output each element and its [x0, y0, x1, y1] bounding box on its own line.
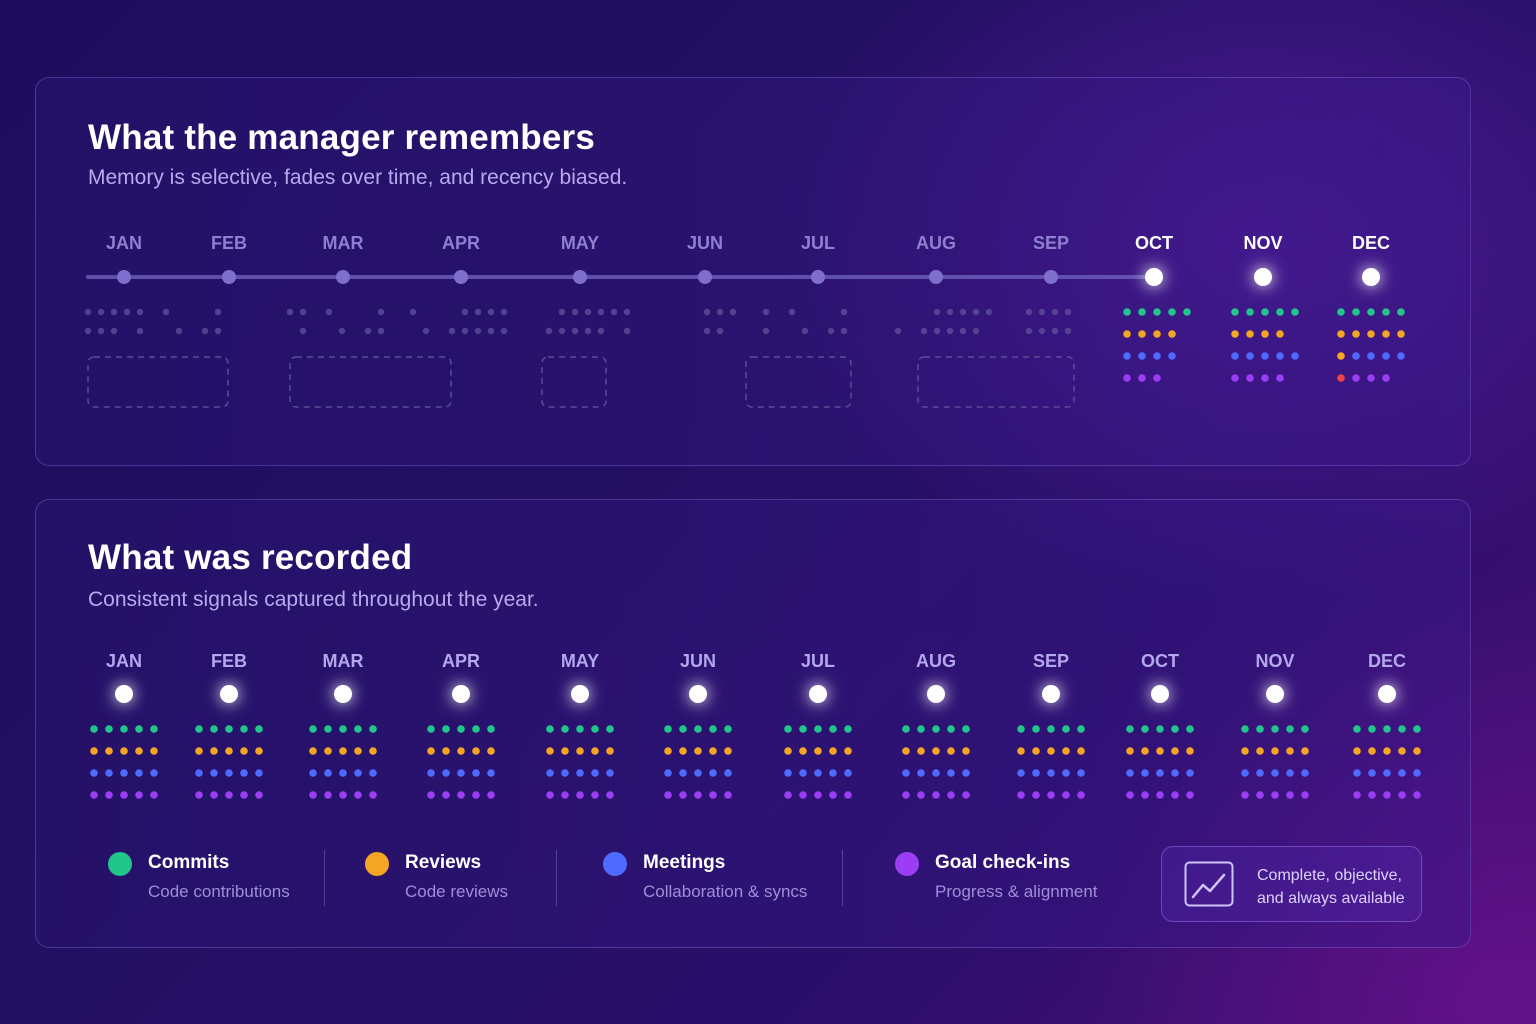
legend-description: Code contributions: [148, 882, 290, 901]
legend-label: Reviews: [405, 852, 482, 873]
commits-dot-icon: [108, 852, 132, 876]
recorded-panel: What was recorded Consistent signals cap…: [35, 499, 1471, 948]
trend-chart-icon: [1184, 861, 1234, 907]
summary-callout: Complete, objective, and always availabl…: [1161, 846, 1422, 922]
meetings-dot-icon: [603, 852, 627, 876]
callout-text-line2: and always available: [1257, 890, 1405, 907]
memory-panel-subtitle: Memory is selective, fades over time, an…: [88, 166, 628, 189]
legend: Commits Code contributions Reviews Code …: [35, 846, 1155, 912]
callout-text: Complete, objective, and always availabl…: [1257, 864, 1417, 910]
legend-label: Commits: [148, 852, 230, 873]
legend-description: Collaboration & syncs: [643, 882, 808, 901]
memory-panel-title: What the manager remembers: [88, 118, 596, 157]
legend-description: Progress & alignment: [935, 882, 1098, 901]
legend-description: Code reviews: [405, 882, 508, 901]
goal-checkins-dot-icon: [895, 852, 919, 876]
reviews-dot-icon: [365, 852, 389, 876]
legend-label: Meetings: [643, 852, 726, 873]
legend-divider: [556, 850, 557, 906]
callout-text-line1: Complete, objective,: [1257, 867, 1402, 884]
legend-label: Goal check-ins: [935, 852, 1071, 873]
recorded-panel-subtitle: Consistent signals captured throughout t…: [88, 588, 539, 611]
memory-panel: What the manager remembers Memory is sel…: [35, 77, 1471, 466]
recorded-panel-title: What was recorded: [88, 538, 413, 577]
legend-divider: [842, 850, 843, 906]
legend-divider: [324, 850, 325, 906]
